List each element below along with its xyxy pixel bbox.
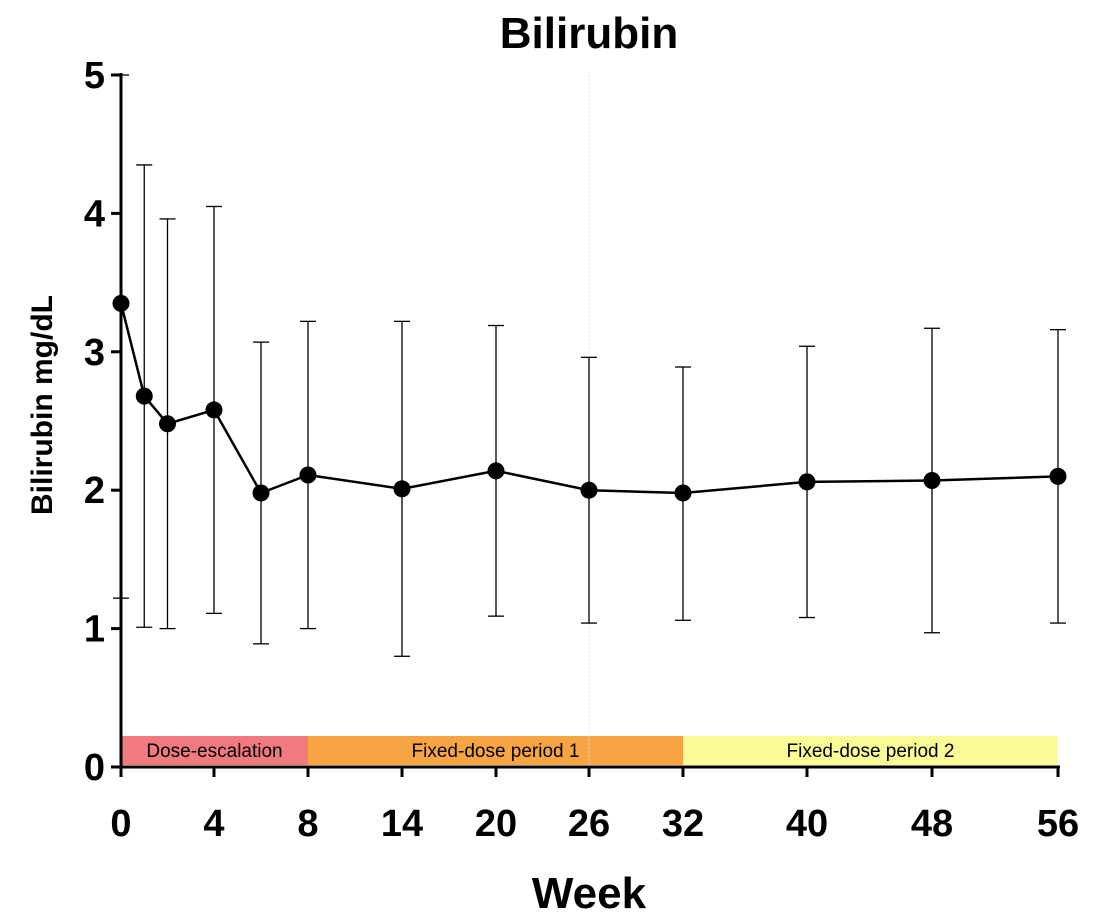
x-axis-label: Week <box>532 869 647 918</box>
period-band-2 <box>308 736 683 765</box>
chart-title: Bilirubin <box>500 9 678 58</box>
series <box>112 294 1067 502</box>
x-tick-label: 26 <box>568 803 610 845</box>
x-tick-label: 32 <box>662 803 704 845</box>
y-tick-label: 2 <box>84 470 105 512</box>
y-axis-label: Bilirubin mg/dL <box>26 295 59 515</box>
data-point <box>159 415 176 433</box>
data-point <box>674 484 692 502</box>
data-point <box>798 473 816 491</box>
data-point <box>205 401 223 419</box>
data-point <box>1049 467 1067 485</box>
data-point <box>112 294 130 312</box>
x-tick-label: 4 <box>203 803 224 845</box>
data-point <box>923 472 941 490</box>
period-band-3 <box>683 736 1058 765</box>
x-tick-label: 20 <box>475 803 517 845</box>
y-tick-label: 1 <box>84 609 105 651</box>
y-tick-label: 4 <box>84 193 105 235</box>
period-band-1 <box>121 736 308 765</box>
period-band-label: Dose-escalation <box>146 741 282 762</box>
x-tick-label: 8 <box>297 803 318 845</box>
x-tick-label: 0 <box>110 803 131 845</box>
period-band-label: Fixed-dose period 1 <box>412 741 580 762</box>
error-bars <box>113 74 1066 657</box>
x-tick-label: 56 <box>1037 803 1079 845</box>
data-point <box>580 481 598 499</box>
data-point <box>487 462 505 480</box>
x-tick-label: 40 <box>786 803 828 845</box>
period-band-label: Fixed-dose period 2 <box>787 741 955 762</box>
data-point <box>299 466 317 484</box>
data-point <box>135 387 153 405</box>
y-tick-label: 5 <box>84 55 105 97</box>
y-tick-label: 0 <box>84 747 105 789</box>
period-bands: Dose-escalation Fixed-dose period 1 Fixed-… <box>121 736 1058 765</box>
data-point <box>393 480 411 498</box>
data-point <box>252 484 270 502</box>
x-tick-label: 14 <box>381 803 423 845</box>
x-tick-label: 48 <box>911 803 953 845</box>
y-tick-label: 3 <box>84 332 105 374</box>
